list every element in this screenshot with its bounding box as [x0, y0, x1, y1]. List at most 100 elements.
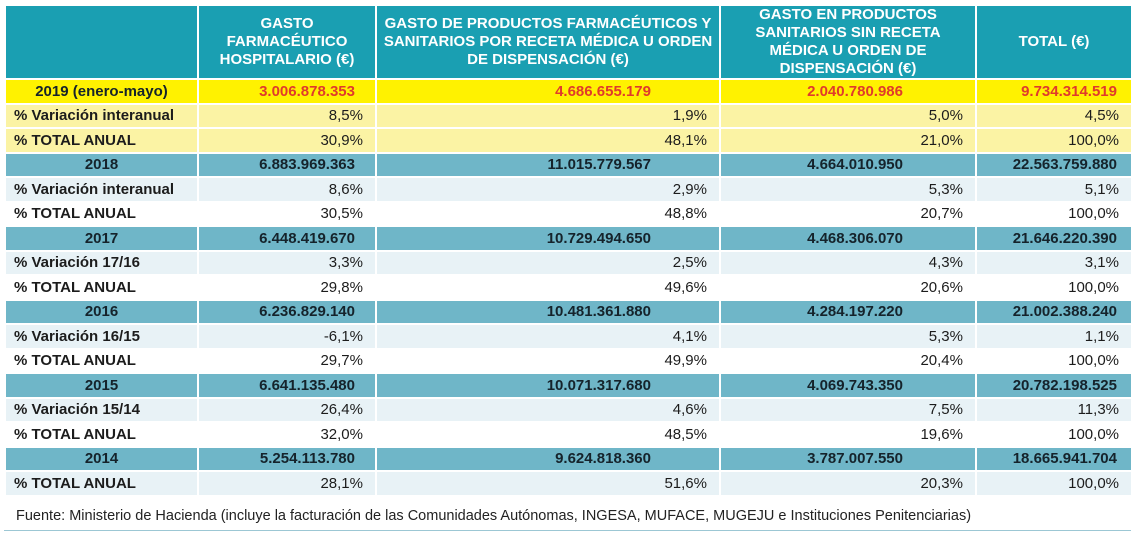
row-value: 5,3%: [719, 176, 977, 203]
header-corner: [4, 4, 199, 80]
year-value: 4.069.743.350: [719, 372, 977, 399]
row-value: 100,0%: [975, 274, 1133, 301]
row-label: % TOTAL ANUAL: [4, 421, 199, 448]
row-label: % Variación 17/16: [4, 249, 199, 276]
year-label: 2019 (enero-mayo): [4, 78, 199, 105]
year-value: 6.236.829.140: [197, 298, 377, 325]
row-value: 1,9%: [375, 102, 721, 129]
row-value: 2,9%: [375, 176, 721, 203]
year-value: 6.448.419.670: [197, 225, 377, 252]
row-value: 4,3%: [719, 249, 977, 276]
header-row: GASTO FARMACÉUTICO HOSPITALARIO (€) GAST…: [4, 4, 1133, 80]
row-value: 8,5%: [197, 102, 377, 129]
row-value: 48,8%: [375, 200, 721, 227]
row-value: 20,6%: [719, 274, 977, 301]
year-value: 4.686.655.179: [375, 78, 721, 105]
row-value: 19,6%: [719, 421, 977, 448]
source-note: Fuente: Ministerio de Hacienda (incluye …: [16, 508, 972, 524]
header-sin-receta: GASTO EN PRODUCTOS SANITARIOS SIN RECETA…: [719, 4, 977, 80]
row-value: 2,5%: [375, 249, 721, 276]
row-value: 29,7%: [197, 347, 377, 374]
year-row: 2019 (enero-mayo) 3.006.878.353 4.686.655.…: [4, 78, 1133, 105]
row-label: % Variación 15/14: [4, 396, 199, 423]
row-value: 100,0%: [975, 200, 1133, 227]
year-value: 22.563.759.880: [975, 151, 1133, 178]
year-row: 2014 5.254.113.780 9.624.818.360 3.787.007.…: [4, 445, 1133, 472]
table-row: % Variación 15/14 26,4% 4,6% 7,5% 11,3%: [4, 396, 1133, 423]
year-row: 2017 6.448.419.670 10.729.494.650 4.468.306…: [4, 225, 1133, 252]
year-label: 2016: [4, 298, 199, 325]
table-row: % TOTAL ANUAL 28,1% 51,6% 20,3% 100,0%: [4, 470, 1133, 497]
row-value: 11,3%: [975, 396, 1133, 423]
table-row: % TOTAL ANUAL 30,9% 48,1% 21,0% 100,0%: [4, 127, 1133, 154]
year-label: 2018: [4, 151, 199, 178]
row-value: 20,3%: [719, 470, 977, 497]
row-value: 3,3%: [197, 249, 377, 276]
spending-table: GASTO FARMACÉUTICO HOSPITALARIO (€) GAST…: [4, 4, 1133, 497]
row-value: 1,1%: [975, 323, 1133, 350]
year-value: 21.646.220.390: [975, 225, 1133, 252]
row-label: % TOTAL ANUAL: [4, 470, 199, 497]
table-row: % Variación interanual 8,6% 2,9% 5,3% 5,1%: [4, 176, 1133, 203]
row-value: 21,0%: [719, 127, 977, 154]
row-value: 48,5%: [375, 421, 721, 448]
table-row: % TOTAL ANUAL 29,7% 49,9% 20,4% 100,0%: [4, 347, 1133, 374]
year-row: 2016 6.236.829.140 10.481.361.880 4.284.197…: [4, 298, 1133, 325]
year-value: 20.782.198.525: [975, 372, 1133, 399]
header-receta: GASTO DE PRODUCTOS FARMACÉUTICOS Y SANIT…: [375, 4, 721, 80]
row-value: 20,7%: [719, 200, 977, 227]
row-value: 5,3%: [719, 323, 977, 350]
year-value: 4.468.306.070: [719, 225, 977, 252]
row-value: 30,5%: [197, 200, 377, 227]
year-value: 10.481.361.880: [375, 298, 721, 325]
row-label: % TOTAL ANUAL: [4, 274, 199, 301]
year-row: 2015 6.641.135.480 10.071.317.680 4.069.743…: [4, 372, 1133, 399]
year-label: 2015: [4, 372, 199, 399]
year-value: 11.015.779.567: [375, 151, 721, 178]
row-value: 8,6%: [197, 176, 377, 203]
table-row: % Variación 17/16 3,3% 2,5% 4,3% 3,1%: [4, 249, 1133, 276]
row-label: % Variación 16/15: [4, 323, 199, 350]
year-value: 5.254.113.780: [197, 445, 377, 472]
row-value: 32,0%: [197, 421, 377, 448]
row-value: 26,4%: [197, 396, 377, 423]
year-value: 6.883.969.363: [197, 151, 377, 178]
row-value: 100,0%: [975, 127, 1133, 154]
table-row: % Variación interanual 8,5% 1,9% 5,0% 4,5%: [4, 102, 1133, 129]
row-value: 4,6%: [375, 396, 721, 423]
row-value: 7,5%: [719, 396, 977, 423]
year-value: 3.006.878.353: [197, 78, 377, 105]
row-value: 30,9%: [197, 127, 377, 154]
year-value: 18.665.941.704: [975, 445, 1133, 472]
year-value: 9.624.818.360: [375, 445, 721, 472]
row-label: % TOTAL ANUAL: [4, 200, 199, 227]
year-value: 9.734.314.519: [975, 78, 1133, 105]
table-row: % TOTAL ANUAL 29,8% 49,6% 20,6% 100,0%: [4, 274, 1133, 301]
year-value: 10.729.494.650: [375, 225, 721, 252]
header-hospital: GASTO FARMACÉUTICO HOSPITALARIO (€): [197, 4, 377, 80]
year-label: 2014: [4, 445, 199, 472]
year-value: 10.071.317.680: [375, 372, 721, 399]
year-row: 2018 6.883.969.363 11.015.779.567 4.664.010…: [4, 151, 1133, 178]
row-label: % Variación interanual: [4, 102, 199, 129]
table-row: % TOTAL ANUAL 32,0% 48,5% 19,6% 100,0%: [4, 421, 1133, 448]
header-total: TOTAL (€): [975, 4, 1133, 80]
year-value: 2.040.780.986: [719, 78, 977, 105]
year-value: 4.664.010.950: [719, 151, 977, 178]
row-value: 5,0%: [719, 102, 977, 129]
row-label: % TOTAL ANUAL: [4, 347, 199, 374]
row-value: 100,0%: [975, 470, 1133, 497]
row-value: 28,1%: [197, 470, 377, 497]
row-value: 48,1%: [375, 127, 721, 154]
year-label: 2017: [4, 225, 199, 252]
row-value: 4,1%: [375, 323, 721, 350]
year-value: 21.002.388.240: [975, 298, 1133, 325]
year-value: 4.284.197.220: [719, 298, 977, 325]
table-body: 2019 (enero-mayo) 3.006.878.353 4.686.655.…: [4, 78, 1133, 497]
table-row: % Variación 16/15 -6,1% 4,1% 5,3% 1,1%: [4, 323, 1133, 350]
row-label: % Variación interanual: [4, 176, 199, 203]
row-value: 20,4%: [719, 347, 977, 374]
row-value: 49,6%: [375, 274, 721, 301]
row-value: 29,8%: [197, 274, 377, 301]
row-value: 3,1%: [975, 249, 1133, 276]
